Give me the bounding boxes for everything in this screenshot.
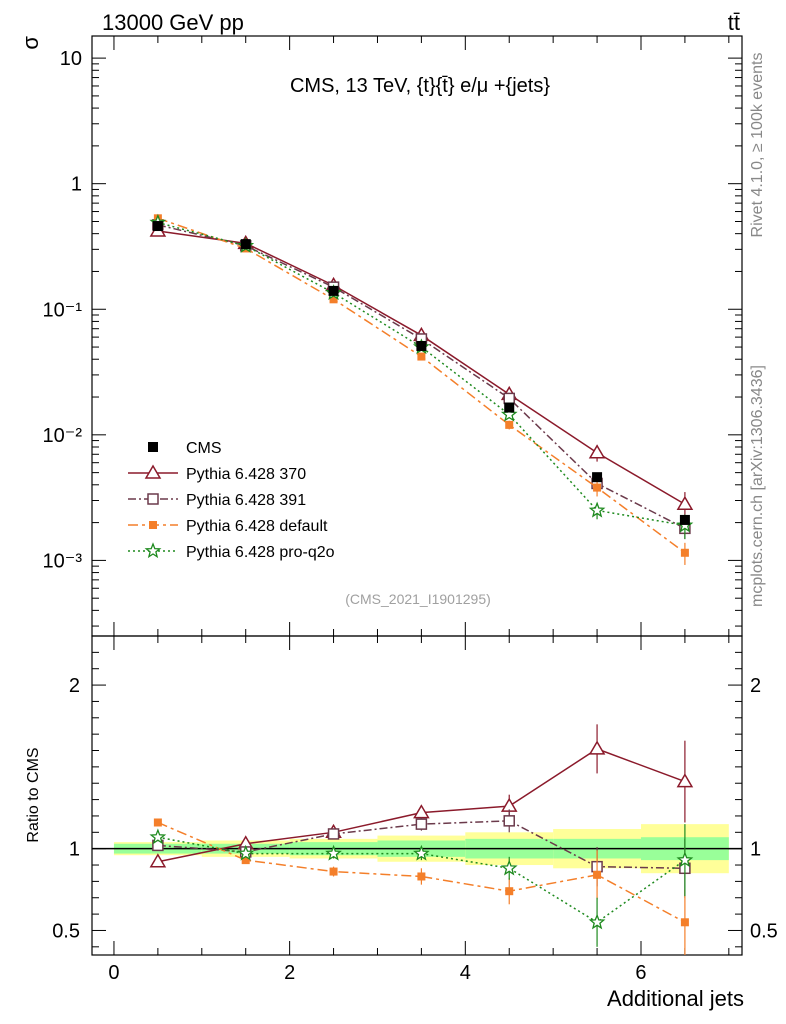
- series-1-ratio-point: [415, 818, 428, 830]
- series-2-ratio-point: [417, 872, 426, 881]
- y-axis-label-top: σ: [18, 36, 43, 50]
- series-0-point: [588, 444, 606, 459]
- legend-marker-data: [148, 442, 158, 452]
- ratio-frame: [91, 635, 743, 956]
- series-3-ratio-point: [237, 844, 255, 861]
- series-2-ratio-point: [329, 867, 338, 876]
- y-tick-label: 1: [69, 839, 80, 861]
- legend-marker-1: [147, 493, 159, 505]
- rivet-label: Rivet 4.1.0, ≥ 100k events: [749, 53, 766, 238]
- legend-label-data: CMS: [186, 440, 222, 457]
- series-2-point: [417, 352, 426, 361]
- y-tick-label: 10⁻²: [43, 425, 83, 447]
- data-point: [592, 472, 603, 483]
- legend-marker-0: [144, 464, 162, 479]
- data-point: [416, 340, 427, 351]
- series-0-ratio-point: [500, 797, 518, 812]
- series-3-ratio-point: [676, 851, 694, 868]
- series-2-point: [329, 295, 338, 304]
- series-2-point: [505, 420, 514, 429]
- series-3-ratio-point: [325, 844, 342, 861]
- plot-title: CMS, 13 TeV, {t}{t̄} e/μ +{jets}: [290, 75, 550, 97]
- beam-label: 13000 GeV pp: [102, 10, 244, 35]
- y-tick-label: 1: [71, 174, 82, 196]
- series-2-point: [593, 483, 602, 492]
- series-0-point: [676, 495, 694, 510]
- series-3-ratio-point: [413, 844, 430, 861]
- series-3-ratio-point: [149, 828, 167, 845]
- data-point: [504, 402, 515, 413]
- x-axis-label: Additional jets: [607, 986, 744, 1011]
- series-3-ratio-point: [588, 913, 606, 930]
- y-tick-label: 0.5: [750, 920, 778, 942]
- series-1-point: [503, 392, 515, 405]
- data-point: [240, 239, 251, 250]
- legend-label-1: Pythia 6.428 391: [186, 492, 306, 509]
- series-3-point: [588, 501, 606, 518]
- data-point: [328, 285, 339, 296]
- series-2-ratio-point: [241, 856, 250, 865]
- ratio-panel: 0 2 4 6 2 2 1 1 0.5 0.5: [52, 635, 778, 984]
- series-2-ratio-point: [593, 870, 602, 879]
- legend-marker-2: [149, 521, 157, 529]
- y-tick-label: 1: [750, 839, 761, 861]
- x-tick-label: 4: [460, 962, 471, 984]
- mcplots-label: mcplots.cern.ch [arXiv:1306.3436]: [749, 365, 766, 607]
- y-tick-label: 10⁻³: [43, 550, 83, 572]
- series-0-ratio-point: [676, 773, 694, 788]
- legend-marker-3: [144, 542, 162, 559]
- x-tick-label: 6: [635, 962, 646, 984]
- y-tick-label: 0.5: [52, 920, 80, 942]
- process-label: tt̄: [728, 10, 740, 35]
- series-2-ratio-point: [505, 887, 514, 896]
- data-point: [152, 221, 163, 232]
- series-2-point: [680, 548, 689, 557]
- series-1-ratio-point: [327, 828, 340, 840]
- legend-label-3: Pythia 6.428 pro-q2o: [186, 544, 335, 561]
- series-0-ratio-point: [588, 740, 606, 755]
- y-tick-label: 2: [69, 675, 80, 697]
- series-0-line: [157, 230, 686, 505]
- x-tick-label: 2: [284, 962, 295, 984]
- y-tick-label: 10: [60, 48, 82, 70]
- series-3-ratio-point: [500, 859, 518, 876]
- x-tick-label: 0: [108, 962, 119, 984]
- y-axis-label-bottom: Ratio to CMS: [25, 747, 42, 842]
- y-tick-label: 2: [750, 675, 761, 697]
- legend-label-2: Pythia 6.428 default: [186, 518, 328, 535]
- series-2-ratio-point: [153, 818, 162, 827]
- series-2-ratio-point: [680, 918, 689, 927]
- y-tick-label: 10⁻¹: [43, 299, 83, 321]
- legend-label-0: Pythia 6.428 370: [186, 466, 306, 483]
- data-point: [679, 514, 690, 525]
- main-panel: 10 1 10⁻¹ 10⁻² 10⁻³ CMS Pythia 6.428 370 Pythia…: [43, 35, 743, 637]
- series-1-ratio-point: [503, 815, 515, 827]
- series-0-ratio-point: [149, 853, 167, 868]
- analysis-id: (CMS_2021_I1901295): [345, 591, 491, 607]
